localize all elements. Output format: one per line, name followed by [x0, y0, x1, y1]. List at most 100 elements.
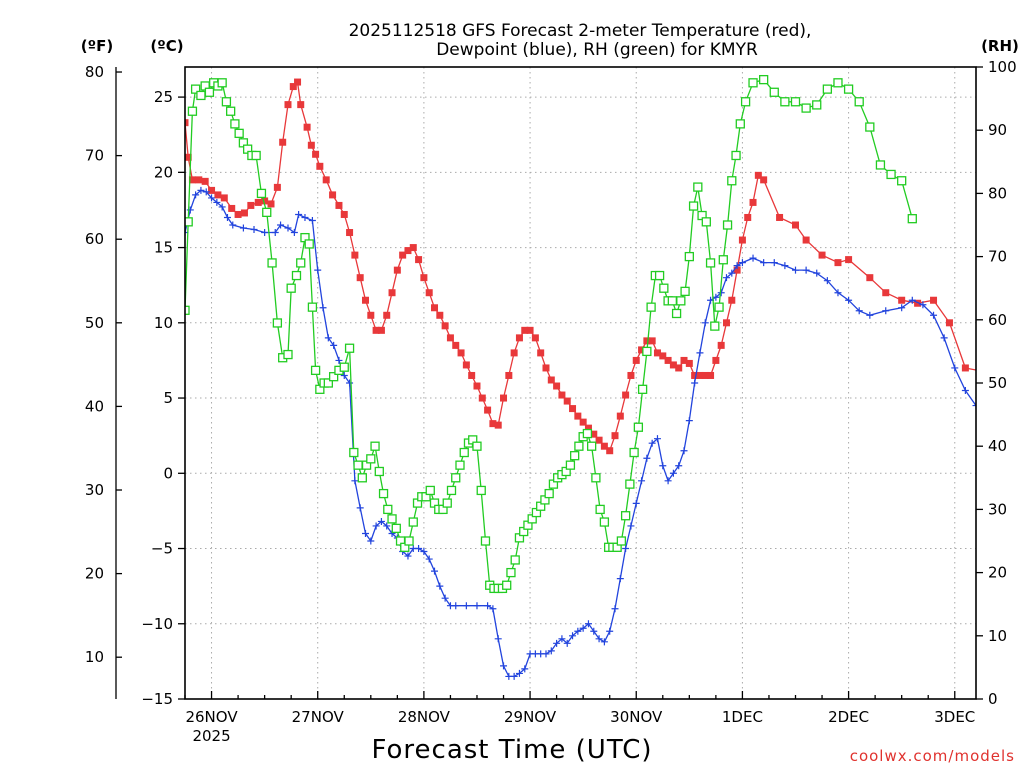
chart-title-line2: Dewpoint (blue), RH (green) for KMYR	[436, 40, 758, 60]
dewpoint-point	[367, 537, 375, 545]
temperature-point	[335, 201, 343, 209]
temperature-point	[648, 337, 656, 345]
rh-point	[442, 498, 452, 508]
rh-point	[801, 103, 811, 113]
dewpoint-point	[277, 221, 285, 229]
temperature-point	[436, 311, 444, 319]
dewpoint-point	[643, 454, 651, 462]
dewpoint-point	[691, 379, 699, 387]
temperature-point	[273, 183, 281, 191]
dewpoint-point	[284, 224, 292, 232]
dewpoint-point	[383, 522, 391, 530]
temperature-point	[627, 371, 635, 379]
rh-point	[374, 466, 384, 477]
dewpoint-point	[845, 296, 853, 304]
dewpoint-point	[951, 364, 959, 372]
temperature-point	[866, 274, 874, 282]
dewpoint-point	[558, 635, 566, 643]
rh-point	[582, 428, 593, 439]
dewpoint-point	[436, 582, 444, 590]
temperature-point	[638, 346, 646, 354]
dewpoint-point	[940, 334, 948, 342]
dewpoint-point	[372, 522, 380, 530]
dewpoint-point	[295, 210, 303, 218]
temperature-point	[367, 311, 375, 319]
dewpoint-point	[202, 188, 210, 196]
rh-point	[357, 473, 367, 483]
rh-point	[323, 378, 333, 388]
fahrenheit-tick-label: 20	[85, 565, 104, 583]
dewpoint-point	[595, 635, 603, 643]
temperature-point	[409, 244, 417, 252]
rh-tick-label: 70	[988, 248, 1007, 266]
dewpoint-point	[606, 627, 614, 635]
rh-point	[226, 106, 236, 116]
rh-point	[790, 97, 801, 107]
dewpoint-point	[738, 259, 746, 267]
dewpoint-point	[563, 639, 571, 647]
dewpoint-point	[882, 307, 890, 315]
series-dewpoint	[185, 186, 976, 680]
temperature-point	[312, 150, 320, 158]
rh-point	[865, 122, 875, 132]
temperature-point	[728, 296, 736, 304]
temperature-point	[289, 83, 297, 91]
temperature-point	[680, 356, 688, 364]
temperature-point	[521, 326, 529, 334]
celsius-tick-label: 5	[163, 389, 173, 407]
chart-title-line1: 2025112518 GFS Forecast 2-meter Temperat…	[349, 21, 812, 41]
dewpoint-line	[185, 189, 976, 678]
temperature-point	[749, 198, 757, 206]
dewpoint-point	[855, 307, 863, 315]
dewpoint-point	[627, 522, 635, 530]
rh-point	[843, 84, 854, 94]
temperature-point	[542, 364, 550, 372]
dewpoint-point	[908, 296, 916, 304]
dewpoint-point	[898, 304, 906, 312]
temperature-point	[220, 194, 228, 202]
temperature-point	[643, 337, 651, 345]
dewpoint-point	[648, 439, 656, 447]
rh-tick-label: 40	[988, 437, 1007, 455]
temperature-point	[733, 266, 741, 274]
rh-point	[722, 220, 733, 230]
dewpoint-point	[229, 221, 237, 229]
temperature-point	[898, 296, 906, 304]
rh-point	[387, 514, 397, 524]
rh-point	[680, 286, 690, 297]
temperature-point	[473, 382, 481, 390]
dewpoint-point	[452, 602, 460, 610]
temperature-point	[802, 236, 810, 244]
rh-point	[642, 346, 652, 357]
rh-point	[886, 169, 896, 180]
celsius-tick-label: 15	[154, 239, 173, 257]
rh-point	[272, 318, 283, 328]
temperature-point	[351, 251, 359, 259]
temperature-point	[505, 371, 513, 379]
rh-point	[854, 97, 864, 107]
rh-point	[748, 78, 758, 88]
rh-point	[408, 517, 418, 527]
rh-point	[620, 511, 631, 521]
temperature-point	[261, 197, 269, 205]
rh-point	[217, 78, 227, 88]
rh-point	[574, 441, 584, 451]
temperature-point	[388, 289, 396, 297]
rh-point	[822, 84, 833, 94]
temperature-point	[707, 371, 715, 379]
dewpoint-point	[770, 259, 778, 267]
dewpoint-point	[579, 624, 587, 632]
dewpoint-point	[431, 567, 439, 575]
rh-point	[286, 283, 296, 293]
rh-point	[425, 485, 435, 496]
dewpoint-point	[669, 469, 677, 477]
temperature-point	[669, 361, 677, 369]
temperature-point	[214, 191, 222, 199]
x-tick-label: 2DEC	[828, 708, 869, 726]
dewpoint-point	[584, 620, 592, 628]
temperature-point	[431, 304, 439, 312]
dewpoint-point	[792, 266, 800, 274]
dewpoint-point	[685, 417, 693, 425]
temperature-point	[515, 334, 523, 342]
temperature-point	[267, 200, 275, 208]
